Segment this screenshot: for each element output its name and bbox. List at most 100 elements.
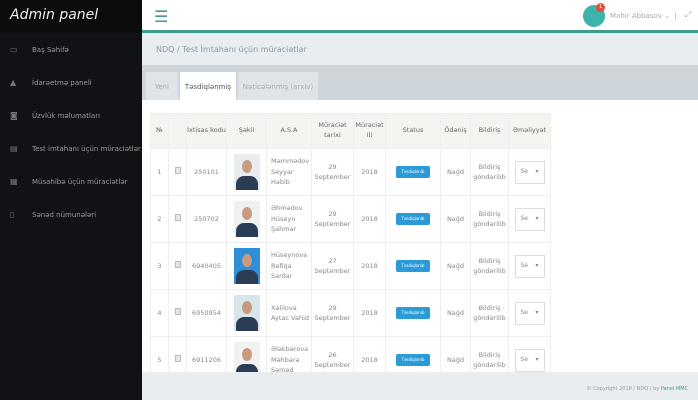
user-name: Mahir Abbasov	[610, 12, 662, 20]
applicant-name: Ələkbərova Məhbarə Səməd	[266, 336, 312, 372]
applicant-name: Məmmədov Seyyar Habib	[266, 148, 312, 196]
specialty-code: 6940405	[186, 242, 227, 290]
application-year: 2018	[353, 242, 386, 290]
tab-arxiv[interactable]: Nəticələnmiş (arxiv)	[238, 72, 318, 100]
sidebar-item[interactable]: ▲ İdarəetmə paneli	[0, 66, 142, 99]
user-menu[interactable]: Mahir Abbasov ⌄ |	[610, 12, 677, 20]
breadcrumb-separator: /	[177, 45, 180, 54]
dropdown-caret-icon: ▾	[535, 215, 539, 223]
status-badge: Təsdiqlənib	[395, 259, 431, 273]
applications-table: № İxtisas kodu Şəkil A.S.A Müraciət tarixi Mü…	[150, 113, 551, 372]
column-header: №	[150, 113, 169, 149]
action-select[interactable]: Se ▾	[514, 160, 545, 184]
main-content: № İxtisas kodu Şəkil A.S.A Müraciət tarixi Mü…	[142, 100, 698, 372]
status-badge: Təsdiqlənib	[395, 212, 431, 226]
row-checkbox[interactable]	[174, 307, 181, 315]
users-icon: ◙	[10, 111, 18, 120]
user-icon: ▲	[10, 78, 17, 87]
notification-status: Bildiriş göndərilib	[470, 336, 509, 372]
table-row: 1 250101 Məmmədov Seyyar Habib 29 Septem…	[150, 148, 551, 196]
row-number: 2	[150, 195, 169, 243]
application-date: 26 September	[311, 336, 354, 372]
action-select[interactable]: Se ▾	[514, 348, 545, 372]
action-select[interactable]: Se ▾	[514, 207, 545, 231]
dropdown-caret-icon: ▾	[535, 356, 539, 364]
notification-status: Bildiriş göndərilib	[470, 148, 509, 196]
sidebar-item[interactable]: ▯ Sənəd nümunələri	[0, 198, 142, 231]
chevron-down-icon: ⌄	[664, 12, 670, 20]
specialty-code: 6911206	[186, 336, 227, 372]
sidebar-item[interactable]: ◙ Üzvlük məlumatları	[0, 99, 142, 132]
sidebar-item[interactable]: ▭ Baş Səhifə	[0, 33, 142, 66]
applicant-photo	[233, 342, 260, 372]
payment: Nağd	[440, 336, 471, 372]
application-date: 29 September	[311, 195, 354, 243]
notification-status: Bildiriş göndərilib	[470, 195, 509, 243]
footer-brand-link[interactable]: Panel MMC	[660, 386, 688, 392]
notification-status: Bildiriş göndərilib	[470, 289, 509, 337]
applicant-photo	[233, 201, 260, 237]
column-header: Əməliyyat	[508, 113, 551, 149]
application-date: 29 September	[311, 148, 354, 196]
applicant-photo	[233, 248, 260, 284]
chart-icon: ▦	[10, 177, 18, 186]
specialty-code: 250702	[186, 195, 227, 243]
dropdown-caret-icon: ▾	[535, 262, 539, 270]
column-header: Şəkil	[226, 113, 267, 149]
table-row: 2 250702 Əhmədov Hüseyn Şahmar 29 Septem…	[150, 195, 551, 243]
applicant-name: Xəlilova Aytac Vahid	[266, 289, 312, 337]
app-title: Admin panel	[0, 0, 142, 33]
sidebar-item[interactable]: ▤ Test imtahanı üçün müraciətlər	[0, 132, 142, 165]
applicant-photo	[233, 295, 260, 331]
breadcrumb-current: Test İmtahanı üçün müraciətlər	[182, 45, 307, 54]
top-header: ☰	[142, 0, 698, 33]
specialty-code: 250101	[186, 148, 227, 196]
row-checkbox[interactable]	[174, 354, 181, 362]
applicant-photo	[233, 154, 260, 190]
column-header: Ödəniş	[440, 113, 471, 149]
expand-icon[interactable]: ⤢	[685, 10, 692, 19]
hamburger-icon[interactable]: ☰	[154, 7, 169, 26]
sidebar: Admin panel ▭ Baş Səhifə ▲ İdarəetmə paneli…	[0, 0, 142, 400]
action-select[interactable]: Se ▾	[514, 301, 545, 325]
sidebar-item-label: Test imtahanı üçün müraciətlər	[32, 144, 141, 153]
sidebar-item-label: Müsahibə üçün müraciətlər	[32, 177, 128, 186]
column-header	[168, 113, 187, 149]
column-header: Bildiriş	[470, 113, 509, 149]
copyright: © Copyright 2018 / NDQ / by	[586, 386, 660, 392]
column-header: Müraciət tarixi	[311, 113, 354, 149]
laptop-icon: ▭	[10, 45, 18, 54]
tab-tesdiqlenmis[interactable]: Təsdiqlənmiş	[180, 72, 236, 100]
notification-badge: 1	[596, 3, 605, 12]
action-select[interactable]: Se ▾	[514, 254, 545, 278]
payment: Nağd	[440, 242, 471, 290]
status-badge: Təsdiqlənib	[395, 306, 431, 320]
application-year: 2018	[353, 148, 386, 196]
table-row: 5 6911206 Ələkbərova Məhbarə Səməd 26 Se…	[150, 336, 551, 372]
tab-bar: Yeni Təsdiqlənmiş Nəticələnmiş (arxiv)	[142, 65, 698, 100]
row-number: 1	[150, 148, 169, 196]
breadcrumb-root[interactable]: NDQ	[156, 45, 175, 54]
dropdown-caret-icon: ▾	[535, 168, 539, 176]
payment: Nağd	[440, 289, 471, 337]
row-number: 3	[150, 242, 169, 290]
column-header: Status	[385, 113, 441, 149]
tab-yeni[interactable]: Yeni	[146, 72, 178, 100]
sidebar-item-label: İdarəetmə paneli	[32, 78, 92, 87]
sidebar-item[interactable]: ▦ Müsahibə üçün müraciətlər	[0, 165, 142, 198]
applicant-name: Əhmədov Hüseyn Şahmar	[266, 195, 312, 243]
dropdown-caret-icon: ▾	[535, 309, 539, 317]
sidebar-item-label: Üzvlük məlumatları	[32, 111, 101, 120]
row-number: 5	[150, 336, 169, 372]
row-checkbox[interactable]	[174, 166, 181, 174]
row-checkbox[interactable]	[174, 213, 181, 221]
row-checkbox[interactable]	[174, 260, 181, 268]
payment: Nağd	[440, 195, 471, 243]
breadcrumb: NDQ / Test İmtahanı üçün müraciətlər	[142, 36, 698, 65]
column-header: İxtisas kodu	[186, 113, 227, 149]
status-badge: Təsdiqlənib	[395, 353, 431, 367]
table-row: 4 6950954 Xəlilova Aytac Vahid 29 Septem…	[150, 289, 551, 337]
application-year: 2018	[353, 336, 386, 372]
application-date: 27 September	[311, 242, 354, 290]
applicant-name: Hüseynova Rafiqa Sardar	[266, 242, 312, 290]
